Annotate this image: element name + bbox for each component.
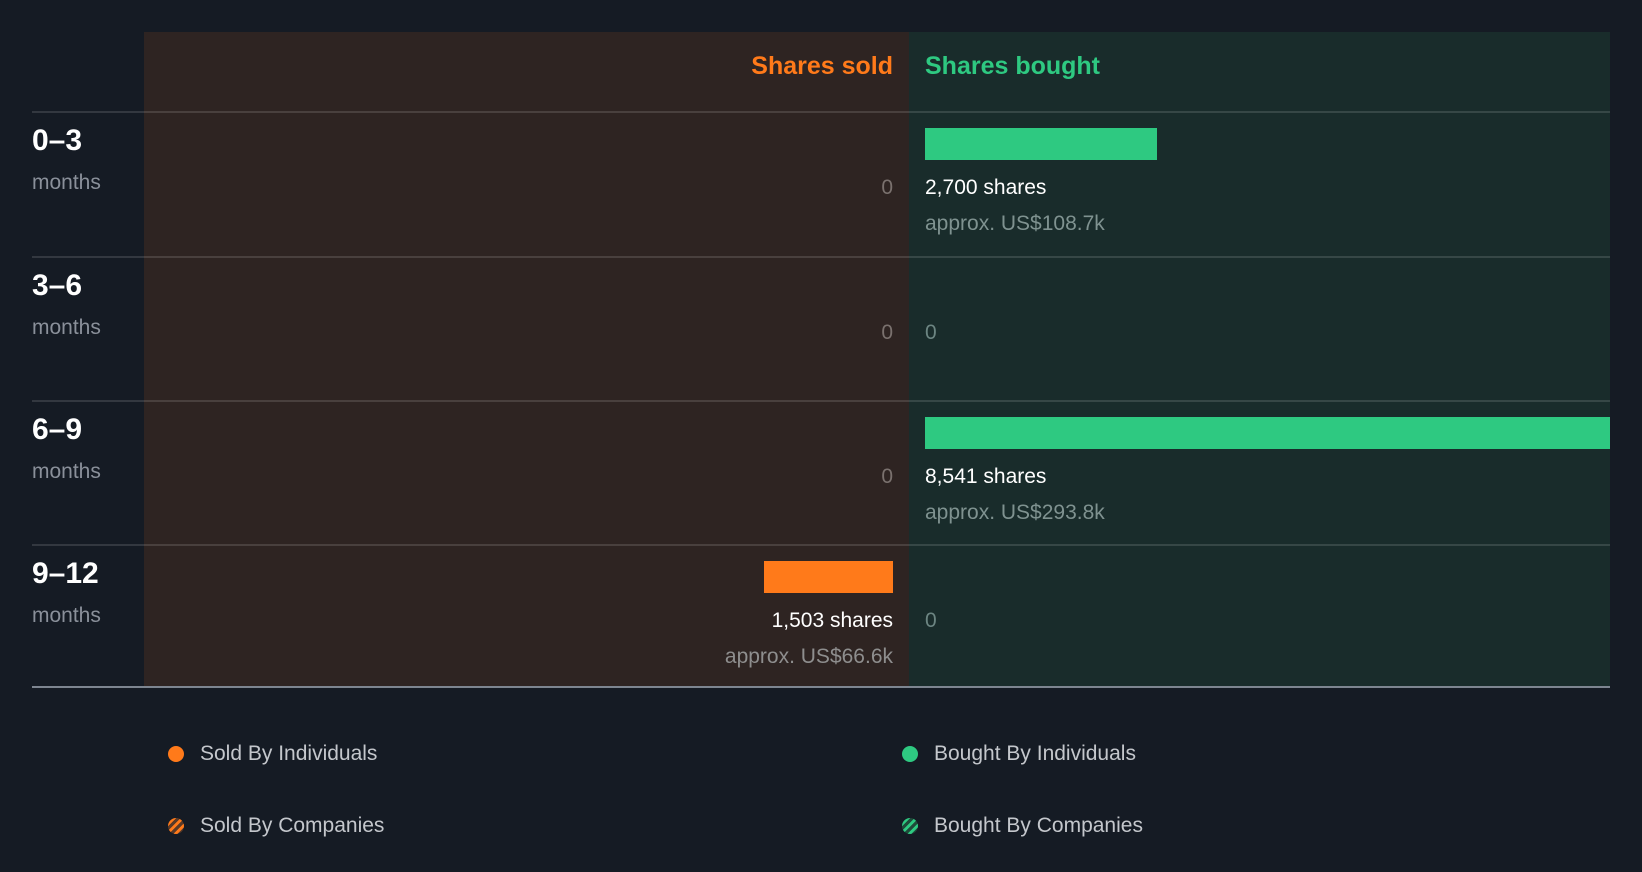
row-divider <box>32 400 1610 402</box>
row-3-6-months: 3–6 months 0 0 <box>0 257 1642 401</box>
row-6-9-months: 6–9 months 0 8,541 shares approx. US$293… <box>0 401 1642 545</box>
legend-bought-companies[interactable]: Bought By Companies <box>902 814 1143 838</box>
bottom-axis-line <box>32 686 1610 688</box>
row-divider <box>32 111 1610 113</box>
period-unit: months <box>32 171 101 194</box>
orange-dot-icon <box>168 746 184 762</box>
sold-zero-value: 0 <box>881 321 893 344</box>
row-0-3-months: 0–3 months 0 2,700 shares approx. US$108… <box>0 112 1642 256</box>
period-range: 9–12 <box>32 557 99 590</box>
period-unit: months <box>32 316 101 339</box>
period-unit: months <box>32 460 101 483</box>
legend-sold-companies[interactable]: Sold By Companies <box>168 814 384 838</box>
period-unit: months <box>32 604 101 627</box>
orange-striped-dot-icon <box>168 818 184 834</box>
bought-approx-value: approx. US$293.8k <box>925 501 1105 524</box>
legend-bought-individuals[interactable]: Bought By Individuals <box>902 742 1136 766</box>
bought-shares: 2,700 shares <box>925 176 1047 199</box>
row-divider <box>32 256 1610 258</box>
sold-zero-value: 0 <box>881 465 893 488</box>
row-9-12-months: 9–12 months 1,503 shares approx. US$66.6… <box>0 545 1642 689</box>
row-divider <box>32 544 1610 546</box>
bought-shares: 8,541 shares <box>925 465 1047 488</box>
bought-zero-value: 0 <box>925 321 937 344</box>
sold-approx-value: approx. US$66.6k <box>724 645 893 668</box>
bought-zero-value: 0 <box>925 609 937 632</box>
bought-approx-value: approx. US$108.7k <box>925 212 1105 235</box>
bought-bar[interactable] <box>925 128 1157 160</box>
bought-bar[interactable] <box>925 417 1610 449</box>
green-dot-icon <box>902 746 918 762</box>
legend-label: Sold By Individuals <box>200 742 378 765</box>
legend-label: Bought By Companies <box>934 814 1143 837</box>
shares-sold-header: Shares sold <box>751 52 893 80</box>
green-striped-dot-icon <box>902 818 918 834</box>
period-range: 3–6 <box>32 269 83 302</box>
legend-label: Sold By Companies <box>200 814 385 837</box>
legend-label: Bought By Individuals <box>934 742 1136 765</box>
period-range: 6–9 <box>32 413 83 446</box>
shares-bought-header: Shares bought <box>925 52 1101 80</box>
sold-bar[interactable] <box>764 561 893 593</box>
sold-zero-value: 0 <box>881 176 893 199</box>
sold-shares: 1,503 shares <box>771 609 893 632</box>
period-range: 0–3 <box>32 124 83 157</box>
legend-sold-individuals[interactable]: Sold By Individuals <box>168 742 377 766</box>
